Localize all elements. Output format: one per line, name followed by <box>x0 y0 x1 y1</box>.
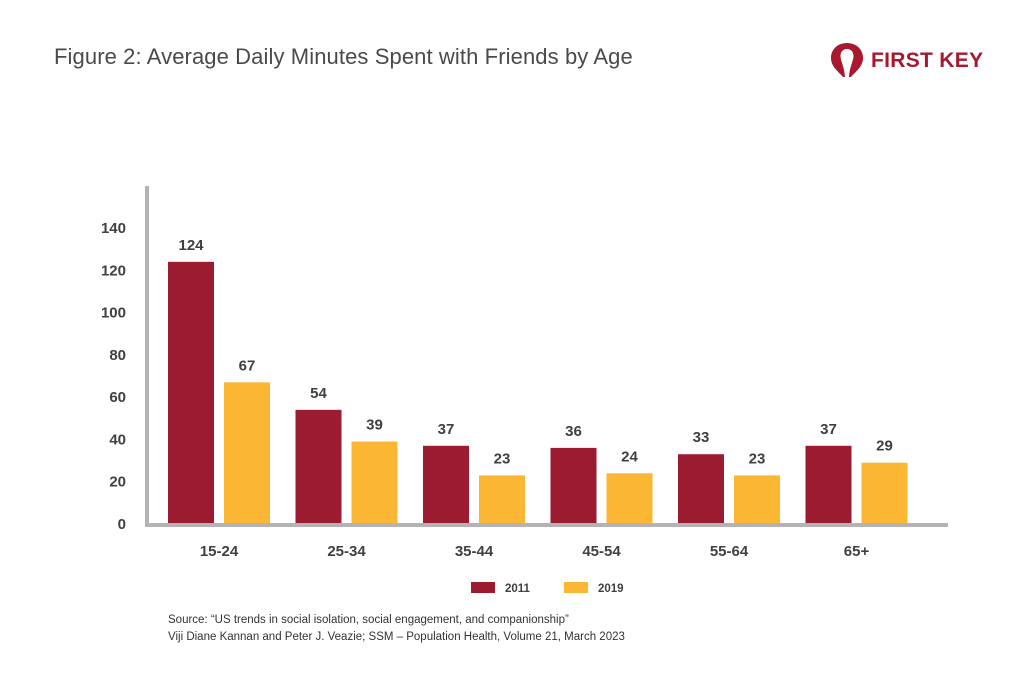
bar-2011 <box>168 261 214 524</box>
x-axis-line <box>145 523 948 527</box>
source-note: Source: “US trends in social isolation, … <box>168 612 625 646</box>
bar-2019 <box>861 462 908 524</box>
y-axis-line <box>145 186 149 526</box>
data-label: 37 <box>438 421 455 438</box>
source-line-2: Viji Diane Kannan and Peter J. Veazie; S… <box>168 631 625 643</box>
data-label: 24 <box>621 448 638 465</box>
x-tick-label: 45-54 <box>582 543 621 560</box>
legend-label: 2011 <box>505 583 531 595</box>
x-tick-label: 35-44 <box>455 543 494 560</box>
bar-2011 <box>423 445 469 524</box>
bar-2011 <box>805 445 852 524</box>
data-label: 23 <box>749 450 766 467</box>
bar-2019 <box>734 475 780 524</box>
y-tick-label: 120 <box>101 262 126 279</box>
y-tick-label: 40 <box>109 431 126 448</box>
source-line-1: Source: “US trends in social isolation, … <box>168 614 569 626</box>
bar-2011 <box>678 454 724 524</box>
bar-2019 <box>224 382 270 524</box>
x-tick-label: 55-64 <box>710 543 749 560</box>
key-logo-icon <box>831 43 863 77</box>
y-tick-label: 80 <box>109 347 126 364</box>
y-tick-label: 100 <box>101 305 126 322</box>
data-label: 39 <box>366 417 383 434</box>
data-label: 29 <box>876 438 893 455</box>
data-label: 33 <box>693 429 710 446</box>
bar-2011 <box>295 409 342 524</box>
page-title: Figure 2: Average Daily Minutes Spent wi… <box>54 44 633 69</box>
y-tick-label: 60 <box>109 389 126 406</box>
logo: FIRST KEY <box>828 41 998 81</box>
legend-swatch-2011 <box>471 582 495 593</box>
x-tick-label: 15-24 <box>200 543 239 560</box>
x-tick-label: 25-34 <box>327 543 366 560</box>
x-tick-label: 65+ <box>844 543 870 560</box>
logo-text: FIRST KEY <box>871 49 984 72</box>
bar-2011 <box>550 447 597 524</box>
bar-2019 <box>479 475 525 524</box>
legend-label: 2019 <box>598 583 624 595</box>
legend-swatch-2019 <box>564 582 588 593</box>
data-label: 23 <box>494 450 511 467</box>
y-tick-label: 140 <box>101 220 126 237</box>
data-label: 36 <box>565 423 582 440</box>
data-label: 124 <box>178 237 204 254</box>
data-label: 37 <box>820 421 837 438</box>
y-tick-label: 20 <box>109 474 126 491</box>
y-tick-label: 0 <box>118 516 126 533</box>
data-label: 67 <box>239 357 256 374</box>
data-label: 54 <box>310 385 327 402</box>
bar-2019 <box>351 441 398 524</box>
bar-2019 <box>606 473 653 524</box>
